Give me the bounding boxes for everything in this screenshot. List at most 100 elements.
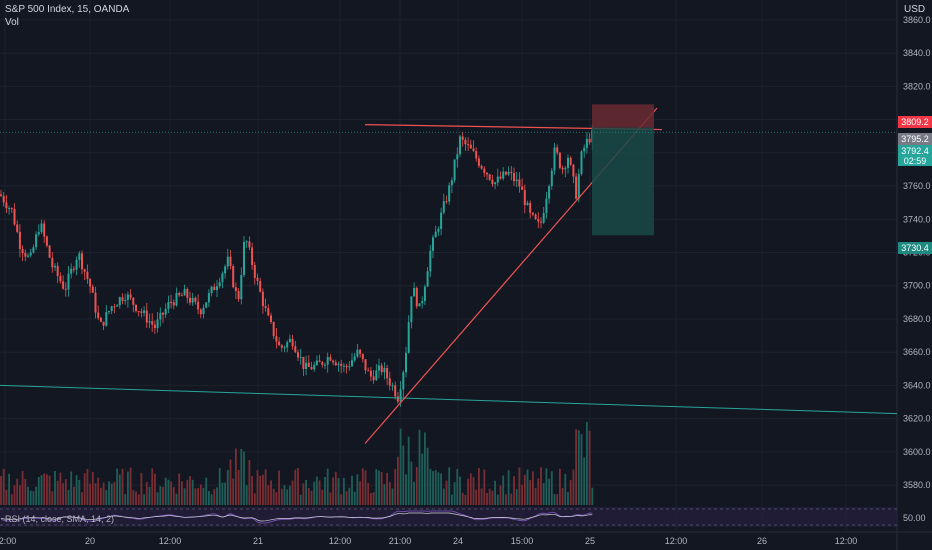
volume-bar (302, 483, 305, 505)
candle-body (369, 370, 372, 377)
volume-bar (567, 492, 569, 505)
volume-bar (513, 476, 515, 505)
volume-bar (81, 492, 83, 505)
volume-bar (505, 494, 507, 505)
volume-bar (226, 470, 229, 505)
volume-bar (410, 461, 413, 505)
volume-bar (569, 479, 572, 505)
candle-body (396, 396, 399, 402)
candle-body (391, 385, 394, 387)
volume-bar (486, 493, 488, 505)
candle-body (483, 168, 486, 173)
candle-body (310, 366, 313, 370)
candle-body (583, 147, 586, 152)
candle-body (48, 245, 51, 258)
volume-bar (62, 483, 64, 505)
candle-body (226, 256, 229, 267)
candle-body (283, 347, 286, 349)
candle-body (62, 281, 65, 289)
candle-body (126, 294, 129, 300)
candle-body (445, 201, 448, 203)
y-tick-label: 3580.0 (903, 480, 931, 490)
volume-bar (361, 468, 364, 505)
candle-body (405, 352, 407, 373)
volume-bar (391, 488, 394, 505)
candle-body (148, 321, 151, 323)
volume-bar (148, 486, 151, 505)
currency-label: USD (904, 4, 926, 15)
candle-body (550, 170, 553, 187)
volume-bar (494, 480, 496, 505)
volume-bar (518, 467, 521, 505)
candle-body (159, 312, 162, 320)
volume-bar (451, 494, 453, 505)
candle-body (137, 311, 140, 313)
volume-bar (586, 421, 588, 505)
y-tick-label: 3760.0 (903, 181, 931, 191)
volume-bar (46, 474, 48, 505)
volume-bar (388, 482, 391, 505)
candle-body (499, 176, 502, 179)
stop-loss-zone (592, 104, 654, 128)
volume-bar (407, 436, 410, 505)
candle-body (575, 176, 578, 199)
candle-body (337, 364, 340, 366)
candle-body (272, 321, 275, 337)
volume-bar (491, 490, 494, 505)
volume-bar (386, 472, 388, 505)
volume-bar (253, 493, 256, 505)
candle-body (437, 228, 440, 232)
volume-bar (329, 492, 332, 505)
candle-body (504, 171, 507, 175)
candle-body (108, 311, 110, 313)
volume-bar (521, 484, 523, 505)
volume-bar (108, 481, 110, 505)
x-tick-label: 12:00 (835, 536, 858, 546)
candle-body (129, 294, 132, 298)
volume-bar (199, 484, 202, 505)
y-tick-label: 3620.0 (903, 414, 931, 424)
x-tick-label: 21:00 (389, 536, 412, 546)
candle-body (43, 223, 46, 237)
volume-bar (70, 471, 73, 505)
volume-bar (221, 482, 224, 505)
candle-body (569, 157, 572, 165)
candle-body (318, 360, 321, 363)
volume-bar (464, 494, 467, 505)
take-profit-zone (592, 127, 654, 236)
candle-body (64, 288, 67, 290)
y-tick-label: 3840.0 (903, 48, 931, 58)
candle-body (297, 352, 299, 358)
candle-body (186, 288, 189, 298)
volume-bar (316, 476, 318, 505)
volume-bar (113, 481, 116, 505)
candle-body (440, 212, 443, 229)
volume-bar (121, 468, 124, 505)
candle-body (402, 372, 405, 390)
volume-bar (370, 493, 372, 505)
volume-bar (418, 429, 421, 505)
volume-bar (267, 485, 270, 505)
x-tick-label: 15:00 (511, 536, 534, 546)
volume-bar (170, 481, 172, 505)
candle-body (278, 341, 281, 346)
candle-body (178, 293, 181, 296)
candle-body (348, 366, 351, 368)
candle-body (456, 154, 459, 160)
volume-bar (102, 482, 105, 505)
candle-body (307, 362, 310, 367)
candle-body (351, 360, 353, 367)
volume-bar (537, 478, 540, 505)
candle-body (321, 362, 324, 365)
volume-bar (378, 470, 380, 505)
y-tick-label: 3860.0 (903, 15, 931, 25)
volume-bar (256, 470, 259, 505)
current-price-tag: 3792.4 (898, 145, 932, 157)
volume-bar (434, 470, 437, 505)
volume-bar (89, 483, 91, 505)
volume-bar (264, 469, 267, 505)
candle-body (496, 176, 499, 183)
candle-body (488, 174, 491, 180)
candle-body (359, 349, 362, 354)
